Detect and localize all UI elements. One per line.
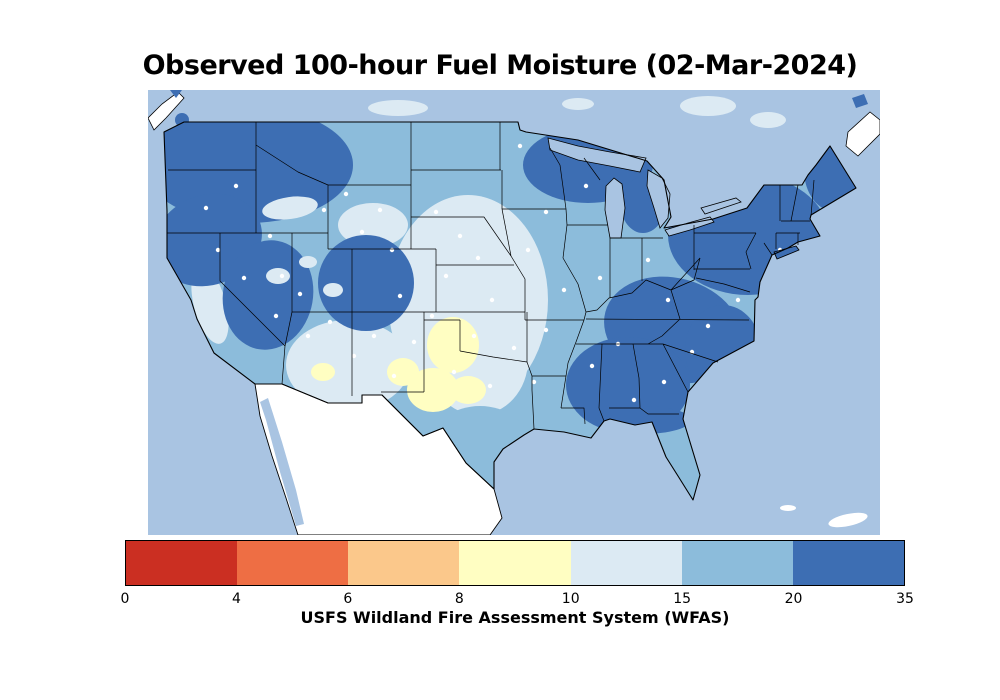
- gulf-of-california: [260, 398, 304, 526]
- lake-michigan: [604, 177, 626, 239]
- state-borders-midwest-south: [549, 147, 750, 425]
- colorbar-tick-label: 15: [673, 591, 692, 607]
- maritime-canada: [780, 94, 880, 528]
- colorbar-segment: [681, 541, 793, 585]
- state-borders-plains: [381, 122, 584, 430]
- colorbar-tick-label: 0: [120, 591, 130, 607]
- colorbar-tick-label: 10: [561, 591, 580, 607]
- colorbar-segment: [237, 541, 349, 585]
- colorbar-segment: [126, 541, 238, 585]
- lake-superior: [547, 137, 647, 173]
- colorbar: [125, 540, 905, 586]
- colorbar-tick-label: 6: [343, 591, 353, 607]
- colorbar-segment: [459, 541, 571, 585]
- colorbar-tick-label: 35: [896, 591, 914, 607]
- colorbar-caption: USFS Wildland Fire Assessment System (WF…: [300, 608, 730, 627]
- colorbar-tick-label: 4: [231, 591, 241, 607]
- colorbar-tick-label: 8: [454, 591, 464, 607]
- us-fuel-moisture-map: [148, 90, 880, 535]
- lake-ontario: [700, 197, 742, 215]
- colorbar-segment: [792, 541, 904, 585]
- colorbar-segment: [348, 541, 460, 585]
- state-borders-northeast: [670, 179, 815, 293]
- map-area: [148, 90, 880, 535]
- lake-erie: [664, 216, 715, 237]
- colorbar-segment: [570, 541, 682, 585]
- lake-huron: [646, 169, 671, 229]
- state-borders-west: [167, 122, 525, 396]
- us-outline: [163, 121, 857, 501]
- map-title: Observed 100-hour Fuel Moisture (02-Mar-…: [142, 50, 858, 81]
- canada-patches: [368, 96, 786, 128]
- colorbar-tick-label: 20: [784, 591, 803, 607]
- colorbar-ticks: 0 4 6 8 10 15 20 35: [121, 590, 914, 608]
